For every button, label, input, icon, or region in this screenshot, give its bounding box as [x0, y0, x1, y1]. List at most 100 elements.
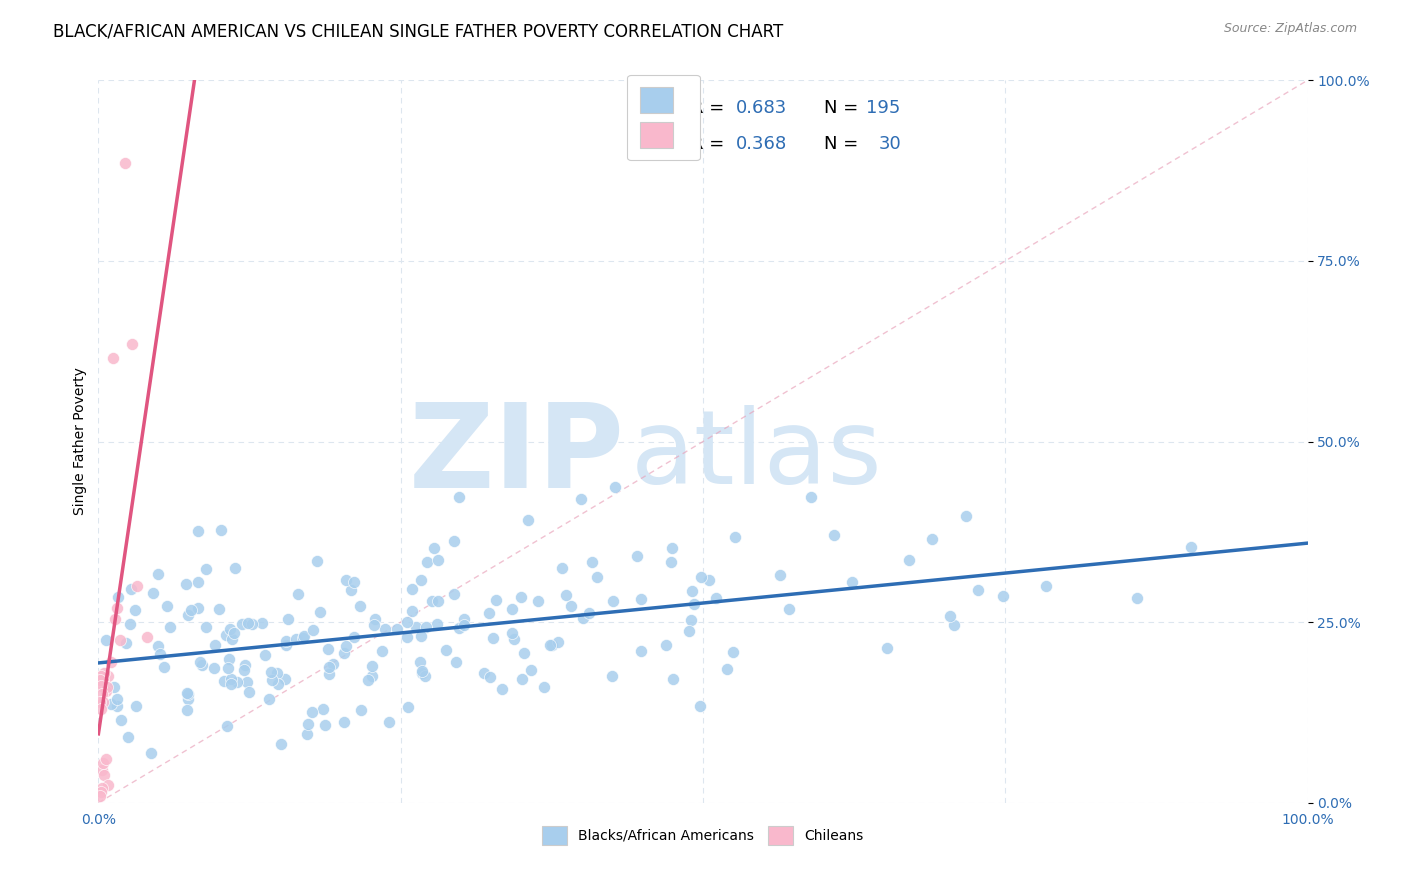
Point [626, 549, 648, 564]
Point [395, 615, 418, 629]
Point [541, 638, 564, 652]
Point [277, 612, 299, 626]
Point [233, 663, 256, 677]
Point [105, 699, 128, 714]
Text: N =: N = [824, 135, 863, 153]
Point [800, 490, 823, 504]
Point [316, 642, 339, 657]
Point [91, 781, 114, 796]
Point [605, 480, 627, 494]
Point [364, 612, 387, 626]
Point [101, 351, 124, 366]
Point [401, 604, 423, 618]
Point [586, 570, 609, 584]
Point [302, 623, 325, 637]
Point [823, 528, 845, 542]
Point [104, 611, 127, 625]
Point [491, 682, 513, 697]
Point [339, 582, 361, 597]
Point [333, 715, 356, 730]
Point [90, 679, 112, 693]
Point [295, 727, 318, 741]
Point [385, 622, 408, 636]
Point [100, 655, 122, 669]
Point [630, 591, 652, 606]
Point [91, 676, 114, 690]
Point [374, 622, 396, 636]
Point [409, 655, 432, 669]
Point [153, 659, 176, 673]
Text: R =: R = [690, 135, 730, 153]
Point [91, 756, 114, 770]
Text: atlas: atlas [630, 406, 882, 507]
Point [217, 661, 239, 675]
Point [177, 687, 200, 701]
Point [266, 665, 288, 680]
Point [343, 631, 366, 645]
Point [238, 684, 260, 698]
Point [89, 695, 111, 709]
Point [350, 702, 373, 716]
Point [115, 636, 138, 650]
Point [662, 672, 685, 686]
Point [91, 764, 114, 778]
Point [276, 634, 298, 648]
Point [547, 635, 569, 649]
Point [177, 691, 200, 706]
Text: 0.368: 0.368 [735, 135, 787, 153]
Point [898, 553, 921, 567]
Point [427, 553, 450, 567]
Point [396, 699, 419, 714]
Text: N =: N = [824, 99, 863, 117]
Point [444, 655, 467, 669]
Point [423, 541, 446, 556]
Point [704, 591, 727, 605]
Point [195, 619, 218, 633]
Point [155, 599, 177, 613]
Point [218, 622, 240, 636]
Point [335, 639, 357, 653]
Point [1035, 579, 1057, 593]
Point [769, 567, 792, 582]
Point [681, 583, 703, 598]
Point [110, 714, 132, 728]
Point [501, 601, 523, 615]
Point [202, 661, 225, 675]
Y-axis label: Single Father Poverty: Single Father Poverty [73, 368, 87, 516]
Point [436, 642, 458, 657]
Point [124, 603, 146, 617]
Point [94, 632, 117, 647]
Point [405, 620, 427, 634]
Point [472, 666, 495, 681]
Point [679, 613, 702, 627]
Text: Source: ZipAtlas.com: Source: ZipAtlas.com [1223, 22, 1357, 36]
Point [401, 582, 423, 596]
Text: 195: 195 [866, 99, 901, 117]
Point [97, 778, 120, 792]
Point [219, 673, 242, 687]
Point [659, 555, 682, 569]
Point [955, 508, 977, 523]
Text: R =: R = [690, 99, 730, 117]
Point [512, 646, 534, 660]
Text: 30: 30 [879, 135, 901, 153]
Point [921, 532, 943, 546]
Point [159, 620, 181, 634]
Point [103, 680, 125, 694]
Point [212, 674, 235, 689]
Point [146, 640, 169, 654]
Point [262, 673, 284, 687]
Point [485, 593, 508, 607]
Point [108, 633, 131, 648]
Text: BLACK/AFRICAN AMERICAN VS CHILEAN SINGLE FATHER POVERTY CORRELATION CHART: BLACK/AFRICAN AMERICAN VS CHILEAN SINGLE… [53, 22, 783, 40]
Point [602, 594, 624, 608]
Point [333, 646, 356, 660]
Point [314, 718, 336, 732]
Point [90, 669, 112, 683]
Point [413, 669, 436, 683]
Point [276, 638, 298, 652]
Point [716, 662, 738, 676]
Point [443, 533, 465, 548]
Point [360, 669, 382, 683]
Point [89, 673, 111, 687]
